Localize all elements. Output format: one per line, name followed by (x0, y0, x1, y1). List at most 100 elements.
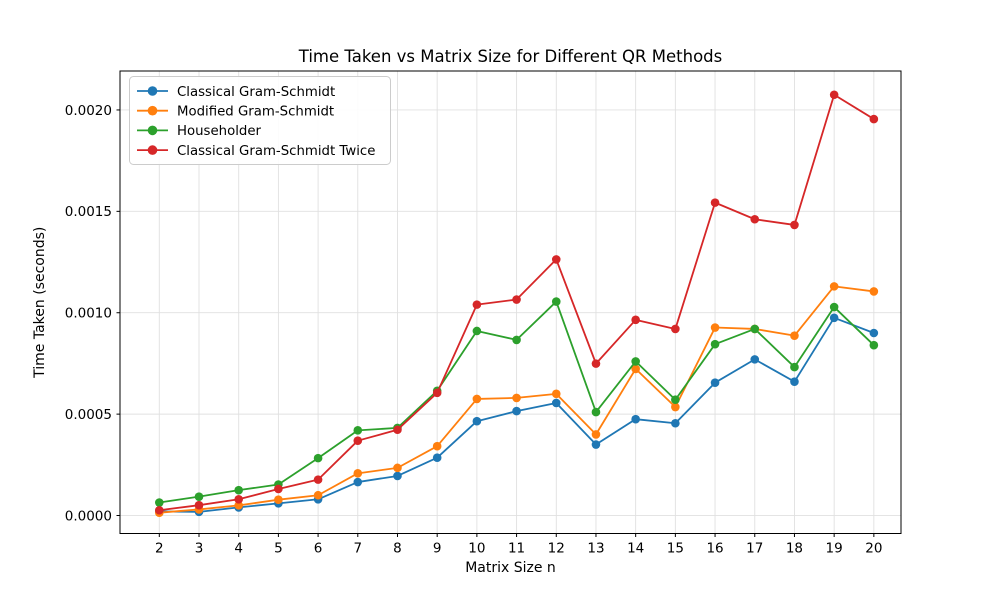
x-tick-label: 14 (627, 541, 644, 557)
data-point (869, 340, 879, 350)
data-point (512, 406, 521, 416)
data-point (432, 441, 442, 451)
y-tick-label: 0.0005 (65, 407, 112, 423)
data-point (790, 331, 799, 340)
legend-label: Modified Gram-Schmidt (177, 105, 334, 120)
data-point (869, 328, 879, 338)
data-point (591, 430, 601, 439)
data-point (512, 295, 521, 304)
data-point (512, 335, 521, 345)
data-point (829, 313, 839, 323)
x-tick-label: 6 (314, 541, 323, 557)
legend-label: Classical Gram-Schmidt Twice (177, 144, 375, 159)
data-point (710, 339, 720, 349)
data-point (353, 477, 363, 487)
data-point (631, 414, 640, 424)
legend-marker-dot (147, 125, 158, 136)
data-point (512, 393, 521, 403)
legend-marker-dot (147, 145, 158, 155)
legend: Classical Gram-Schmidt Modified Gram-Schm… (129, 76, 391, 165)
legend-marker-dot (147, 105, 158, 116)
x-tick-label: 8 (393, 541, 402, 557)
data-point (353, 426, 363, 435)
x-tick-label: 7 (353, 541, 362, 557)
data-point (234, 485, 243, 495)
data-point (631, 364, 640, 374)
data-point (790, 362, 799, 372)
data-point (671, 395, 680, 405)
x-tick-label: 13 (587, 541, 604, 557)
data-point (472, 326, 482, 336)
data-point (155, 498, 164, 507)
x-tick-label: 10 (468, 541, 485, 557)
data-point (551, 389, 561, 399)
legend-box (129, 76, 391, 165)
x-tick-label: 17 (746, 541, 763, 557)
data-point (432, 388, 442, 398)
legend-label: Classical Gram-Schmidt (177, 85, 335, 100)
y-axis-label: Time Taken (seconds) (32, 227, 48, 379)
data-point (750, 355, 760, 364)
data-point (274, 484, 283, 494)
data-point (671, 418, 680, 428)
data-point (313, 453, 323, 463)
data-point (631, 357, 640, 366)
x-tick-label: 9 (433, 541, 442, 557)
data-point (393, 425, 402, 435)
x-tick-label: 5 (274, 541, 283, 557)
data-point (274, 495, 283, 504)
data-point (194, 500, 204, 510)
x-tick-label: 11 (508, 541, 525, 557)
legend-label: Householder (177, 124, 262, 139)
y-tick-label: 0.0010 (65, 306, 112, 322)
x-tick-label: 3 (195, 541, 204, 557)
chart-title: Time Taken vs Matrix Size for Different … (298, 47, 722, 66)
x-tick-label: 19 (826, 541, 843, 557)
data-point (551, 398, 561, 408)
x-tick-label: 16 (706, 541, 723, 557)
data-point (671, 402, 680, 412)
data-point (710, 198, 720, 207)
x-tick-label: 2 (155, 541, 164, 557)
data-point (551, 255, 561, 264)
data-point (591, 440, 601, 449)
data-point (631, 315, 640, 325)
plot-border (119, 70, 902, 534)
x-tick-label: 18 (786, 541, 803, 557)
data-point (790, 220, 799, 230)
data-point (194, 492, 204, 501)
data-point (155, 505, 164, 515)
data-point (591, 407, 601, 417)
data-point (869, 287, 879, 296)
legend-marker-dot (147, 86, 158, 96)
data-point (313, 490, 323, 500)
data-point (591, 359, 601, 368)
y-tick-label: 0.0000 (65, 508, 112, 524)
data-point (393, 471, 402, 481)
data-point (472, 394, 482, 404)
data-point (829, 90, 839, 100)
data-point (313, 475, 323, 484)
data-point (432, 453, 442, 463)
x-tick-label: 4 (234, 541, 243, 557)
data-point (234, 501, 243, 510)
data-point (671, 324, 680, 334)
data-point (710, 378, 720, 387)
data-point (353, 469, 363, 478)
y-tick-label: 0.0020 (65, 103, 112, 119)
data-point (472, 416, 482, 426)
y-tick-label: 0.0015 (65, 204, 112, 220)
data-point (234, 494, 243, 504)
data-point (551, 297, 561, 306)
data-point (869, 114, 879, 124)
x-tick-label: 20 (865, 541, 882, 557)
data-point (829, 302, 839, 312)
data-point (829, 282, 839, 291)
data-point (790, 377, 799, 386)
data-point (393, 463, 402, 473)
x-tick-label: 12 (548, 541, 565, 557)
data-point (750, 324, 760, 334)
data-point (472, 300, 482, 309)
